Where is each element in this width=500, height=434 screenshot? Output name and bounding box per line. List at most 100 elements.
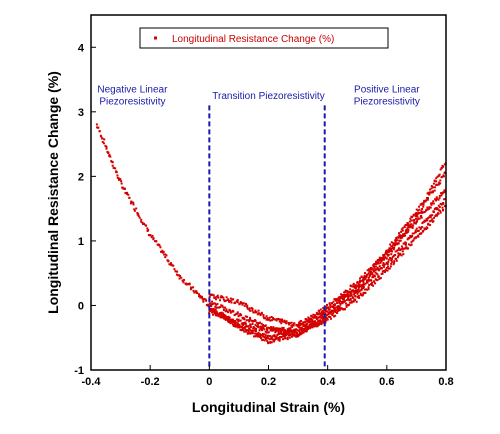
data-point [422,211,425,214]
data-point [324,316,327,319]
data-point [414,231,417,234]
data-point [270,329,273,332]
data-point [363,272,366,275]
data-point [215,306,218,309]
data-point [274,335,277,338]
data-point [201,297,204,300]
data-point [316,325,319,328]
data-point [257,335,260,338]
data-point [297,333,300,336]
data-point [210,309,213,312]
data-point [414,222,417,225]
data-point [268,316,271,319]
data-point [407,243,410,246]
data-point [236,311,239,314]
data-point [407,228,410,231]
data-point [244,322,247,325]
data-point [415,208,418,211]
data-point [338,301,341,304]
data-point [251,307,254,310]
data-point [263,317,266,320]
data-point [141,221,144,224]
data-point [115,171,118,174]
data-point [259,314,262,317]
data-point [388,267,391,270]
data-point [368,284,371,287]
data-point [258,333,261,336]
data-point [300,319,303,322]
data-point [403,242,406,245]
data-point [251,309,254,312]
data-point [365,275,368,278]
data-point [318,309,321,312]
data-point [420,216,423,219]
data-point [440,192,443,195]
data-point [400,248,403,251]
data-point [348,303,351,306]
data-point [223,306,226,309]
data-point [362,286,365,289]
data-point [227,320,230,323]
data-point [420,232,423,235]
data-point [218,313,221,316]
data-point [215,295,218,298]
data-point [276,328,279,331]
data-point [384,269,387,272]
data-point [343,293,346,296]
data-point [274,331,277,334]
data-point [353,292,356,295]
data-point [313,316,316,319]
data-point [357,288,360,291]
data-point [333,303,336,306]
data-point [329,312,332,315]
data-point [302,321,305,324]
data-point [352,282,355,285]
data-point [442,202,445,205]
data-point [281,320,284,323]
data-point [275,336,278,339]
data-point [407,222,410,225]
data-point [429,220,432,223]
data-point [379,277,382,280]
data-point [260,322,263,325]
data-point [326,303,329,306]
data-point [389,256,392,259]
data-point [427,207,430,210]
data-point [124,191,127,194]
data-point [262,315,265,318]
data-point [298,333,301,336]
data-point [387,251,390,254]
data-point [282,326,285,329]
data-point [340,307,343,310]
data-point [419,211,422,214]
data-point [308,318,311,321]
data-point [385,257,388,260]
data-point [307,320,310,323]
data-point [390,258,393,261]
data-point [397,242,400,245]
data-point [216,312,219,315]
data-point [347,290,350,293]
data-point [396,243,399,246]
data-point [372,270,375,273]
data-point [313,325,316,328]
data-point [407,230,410,233]
data-point [278,339,281,342]
region-divider-layer [208,105,326,370]
data-point [293,331,296,334]
data-point [366,281,369,284]
data-point [330,302,333,305]
data-point [347,295,350,298]
data-point [403,232,406,235]
data-point [271,329,274,332]
data-point [215,310,218,313]
data-point [385,261,388,264]
data-point [439,182,442,185]
data-point [289,327,292,330]
data-point [220,316,223,319]
data-point [367,272,370,275]
data-point [437,204,440,207]
data-point [266,317,269,320]
data-point [276,333,279,336]
data-point [399,239,402,242]
